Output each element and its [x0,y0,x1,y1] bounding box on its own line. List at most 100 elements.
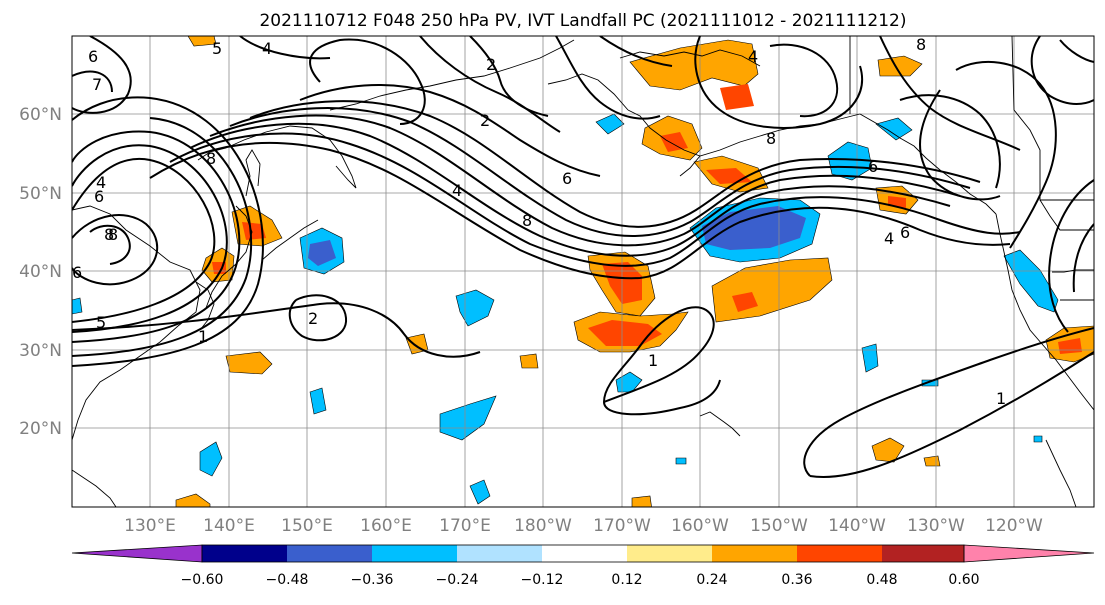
contour-label: 8 [522,211,532,230]
lat-label: 20°N [19,419,62,439]
contour-label: 6 [94,187,104,206]
shading-negative-mid-pacific [455,289,495,327]
map-panel: 6 4 5 7 2 6 8 4 6 8 6 4 5 2 1 2 8 6 8 4 … [72,35,1094,507]
shading-positive-yukon [877,55,923,77]
contour-label: 6 [88,47,98,66]
contour-label: 1 [648,351,658,370]
colorbar-segment [627,545,712,562]
colorbar-segment [202,545,287,562]
contour-label: 6 [868,157,878,176]
contour-label: 5 [212,39,222,58]
shading-positive-gulf-core [732,292,758,312]
shading-positive-small-d [175,493,211,507]
colorbar-extend-low [71,544,203,563]
shading-positive-japan-core [242,222,266,240]
contour-label: 6 [72,263,82,282]
contour-label: 5 [96,313,106,332]
shading-negative-japan-east-core [308,240,336,266]
lat-label: 60°N [19,105,62,125]
shading-positive-alaska-north-core [720,84,754,110]
colorbar-extend-high [963,544,1095,563]
lat-label: 40°N [19,262,62,282]
gridlines [72,36,1094,507]
colorbar-tick-label: −0.48 [266,572,309,588]
map-frame [71,35,1095,508]
colorbar: −0.60 −0.48 −0.36 −0.24 −0.12 0.12 0.24 … [71,544,1095,588]
contour-label: 7 [92,75,102,94]
longitude-labels: 130°E 140°E 150°E 160°E 170°E 180°W 170°… [124,516,1043,536]
contour-label: 2 [480,111,490,130]
lon-label: 160°E [360,516,412,536]
colorbar-segment [372,545,457,562]
lon-label: 150°W [750,516,808,536]
colorbar-tick-label: −0.12 [521,572,564,588]
shading-positive-small-g [631,495,652,507]
coastlines [72,36,1094,507]
contour-label: 4 [748,47,758,66]
contour-label: 1 [996,389,1006,408]
latitude-labels: 60°N 50°N 40°N 30°N 20°N [19,105,62,439]
contour-label: 6 [900,223,910,242]
shading-negative-subtropic-c [309,387,327,415]
lon-label: 140°W [828,516,886,536]
lon-label: 170°E [439,516,491,536]
colorbar-tick-label: 0.48 [866,572,897,588]
colorbar-tick-label: 0.60 [948,572,979,588]
colorbar-tick-label: −0.36 [351,572,394,588]
colorbar-segment [797,545,882,562]
lon-label: 130°E [124,516,176,536]
colorbar-tick-label: −0.60 [181,572,224,588]
pv-contour-labels: 6 4 5 7 2 6 8 4 6 8 6 4 5 2 1 2 8 6 8 4 … [72,35,1006,408]
shading-negative-subtropic-f [469,479,491,505]
shading-positive-small-e [187,36,217,47]
shading-positive-alaska-north [629,39,759,91]
shading-negative-subtropic-d [199,441,223,477]
shading-negative-subtropic-b [615,371,643,393]
shading-negative-bering-small [595,113,625,135]
contour-label: 4 [452,181,462,200]
lon-label: 120°W [985,516,1043,536]
colorbar-segment [457,545,542,562]
colorbar-tick-label: 0.12 [611,572,642,588]
lon-label: 160°W [671,516,729,536]
shading-positive-small-b [519,353,539,369]
shading-positive-small-c [871,437,905,463]
shading-negative-subtropic-a [439,395,497,441]
pv-contours [72,36,1094,478]
colorbar-segment [542,545,627,562]
shading-negative-small-h [1033,435,1043,443]
lon-label: 180°W [514,516,572,536]
lon-label: 130°W [907,516,965,536]
colorbar-segment [882,545,964,562]
shading-negative-west-edge [72,297,83,315]
contour-label: 8 [108,225,118,244]
colorbar-tick-label: −0.24 [436,572,479,588]
shading-positive-bering-core [660,132,688,152]
shading-negative-panhandle [875,117,913,141]
contour-label: 8 [206,149,216,168]
contour-label: 4 [262,39,272,58]
contour-label: 1 [198,327,208,346]
contour-label: 2 [486,55,496,74]
contour-label: 4 [884,229,894,248]
colorbar-segment [712,545,797,562]
lat-label: 50°N [19,184,62,204]
colorbar-tick-label: 0.24 [696,572,727,588]
shading-positive-small-f [923,455,941,467]
contour-label: 6 [562,169,572,188]
shading-negative-subtropic-e [861,343,879,373]
colorbar-segment [287,545,372,562]
colorbar-outline [201,544,965,563]
contour-label: 8 [916,35,926,54]
lon-label: 150°E [281,516,333,536]
shading-negative-small-i [675,457,687,465]
shading-positive-south-core [588,320,662,346]
shading-negative-west-coast [1003,249,1059,313]
lat-label: 30°N [19,341,62,361]
colorbar-tick-label: 0.36 [781,572,812,588]
figure-title: 2021110712 F048 250 hPa PV, IVT Landfall… [259,11,906,31]
lon-label: 170°W [593,516,651,536]
contour-label: 2 [308,309,318,328]
contour-label: 8 [766,129,776,148]
